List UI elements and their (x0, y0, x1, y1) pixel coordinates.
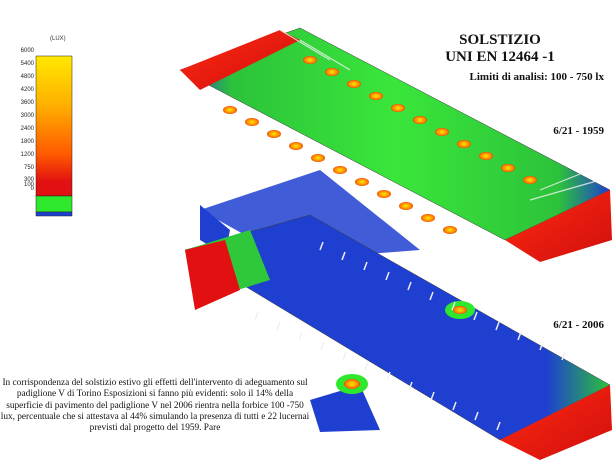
column-post (408, 381, 413, 391)
skylight-hotspot (347, 80, 361, 88)
column-post (319, 241, 324, 251)
skylight-hotspot (289, 142, 303, 150)
skylight-hotspot (223, 106, 237, 114)
legend-tick: 0 (30, 186, 34, 192)
column-post (385, 271, 390, 281)
legend-tick: 2400 (20, 126, 34, 132)
skylight-hotspot (377, 190, 391, 198)
column-post (473, 311, 478, 321)
legend-tick: 6000 (20, 48, 34, 54)
label-1959: 6/21 - 1959 (553, 125, 604, 137)
legend-tick: 1800 (20, 139, 34, 145)
legend-tick: 3000 (20, 113, 34, 119)
legend-tick: 100 (23, 182, 34, 188)
skylight-hotspot (303, 56, 317, 64)
legend-tick: 4200 (20, 87, 34, 93)
skylight-hotspot (435, 128, 449, 136)
skylight-hotspot (421, 214, 435, 222)
column-post (429, 291, 434, 301)
skylight-hotspot (457, 140, 471, 148)
skylight-hotspot (391, 104, 405, 112)
skylight-hotspot (501, 164, 515, 172)
skylight-hotspot (325, 68, 339, 76)
skylight-hotspot (479, 152, 493, 160)
skylight-hotspot (413, 116, 427, 124)
legend-tick: 3600 (20, 100, 34, 106)
column-post (341, 251, 346, 261)
column-post (451, 301, 456, 311)
illuminance-render (179, 27, 612, 460)
column-post (496, 421, 501, 431)
column-post (342, 351, 347, 361)
legend-tick: 4800 (20, 74, 34, 80)
column-post (254, 311, 259, 321)
column-post (298, 331, 303, 341)
column-post (364, 361, 369, 371)
legend-tick: 750 (23, 165, 34, 171)
column-post (495, 321, 500, 331)
column-post (430, 391, 435, 401)
caption-text: In corrispondenza del solstizio estivo g… (0, 378, 310, 434)
legend-tick: 5400 (20, 61, 34, 67)
skylight-hotspot (399, 202, 413, 210)
title-line-1: SOLSTIZIO (459, 32, 541, 48)
skylight-hotspot (355, 178, 369, 186)
column-post (539, 341, 544, 351)
skylight-hotspot (369, 92, 383, 100)
skylight-hotspot (245, 118, 259, 126)
hall-2006 (184, 214, 612, 460)
column-post (517, 331, 522, 341)
skylight-hotspot (311, 154, 325, 162)
column-post (276, 321, 281, 331)
column-post (407, 281, 412, 291)
column-post (363, 261, 368, 271)
legend-unit: (LUX) (50, 36, 66, 42)
column-post (561, 351, 566, 361)
column-post (452, 401, 457, 411)
skylight-hotspot (333, 166, 347, 174)
label-2006: 6/21 - 2006 (553, 319, 604, 331)
column-post (320, 341, 325, 351)
column-post (386, 371, 391, 381)
skylight-hotspot (443, 226, 457, 234)
column-post (474, 411, 479, 421)
chart-title: SOLSTIZIO UNI EN 12464 -1 (400, 32, 600, 66)
legend-tick: 300 (23, 177, 34, 183)
title-line-2: UNI EN 12464 -1 (445, 49, 555, 65)
legend-tick: 1200 (20, 152, 34, 158)
analysis-limits: Limiti di analisi: 100 - 750 lx (469, 71, 604, 83)
skylight-hotspot (267, 130, 281, 138)
skylight-hotspot (523, 176, 537, 184)
legend-bar (35, 55, 73, 217)
